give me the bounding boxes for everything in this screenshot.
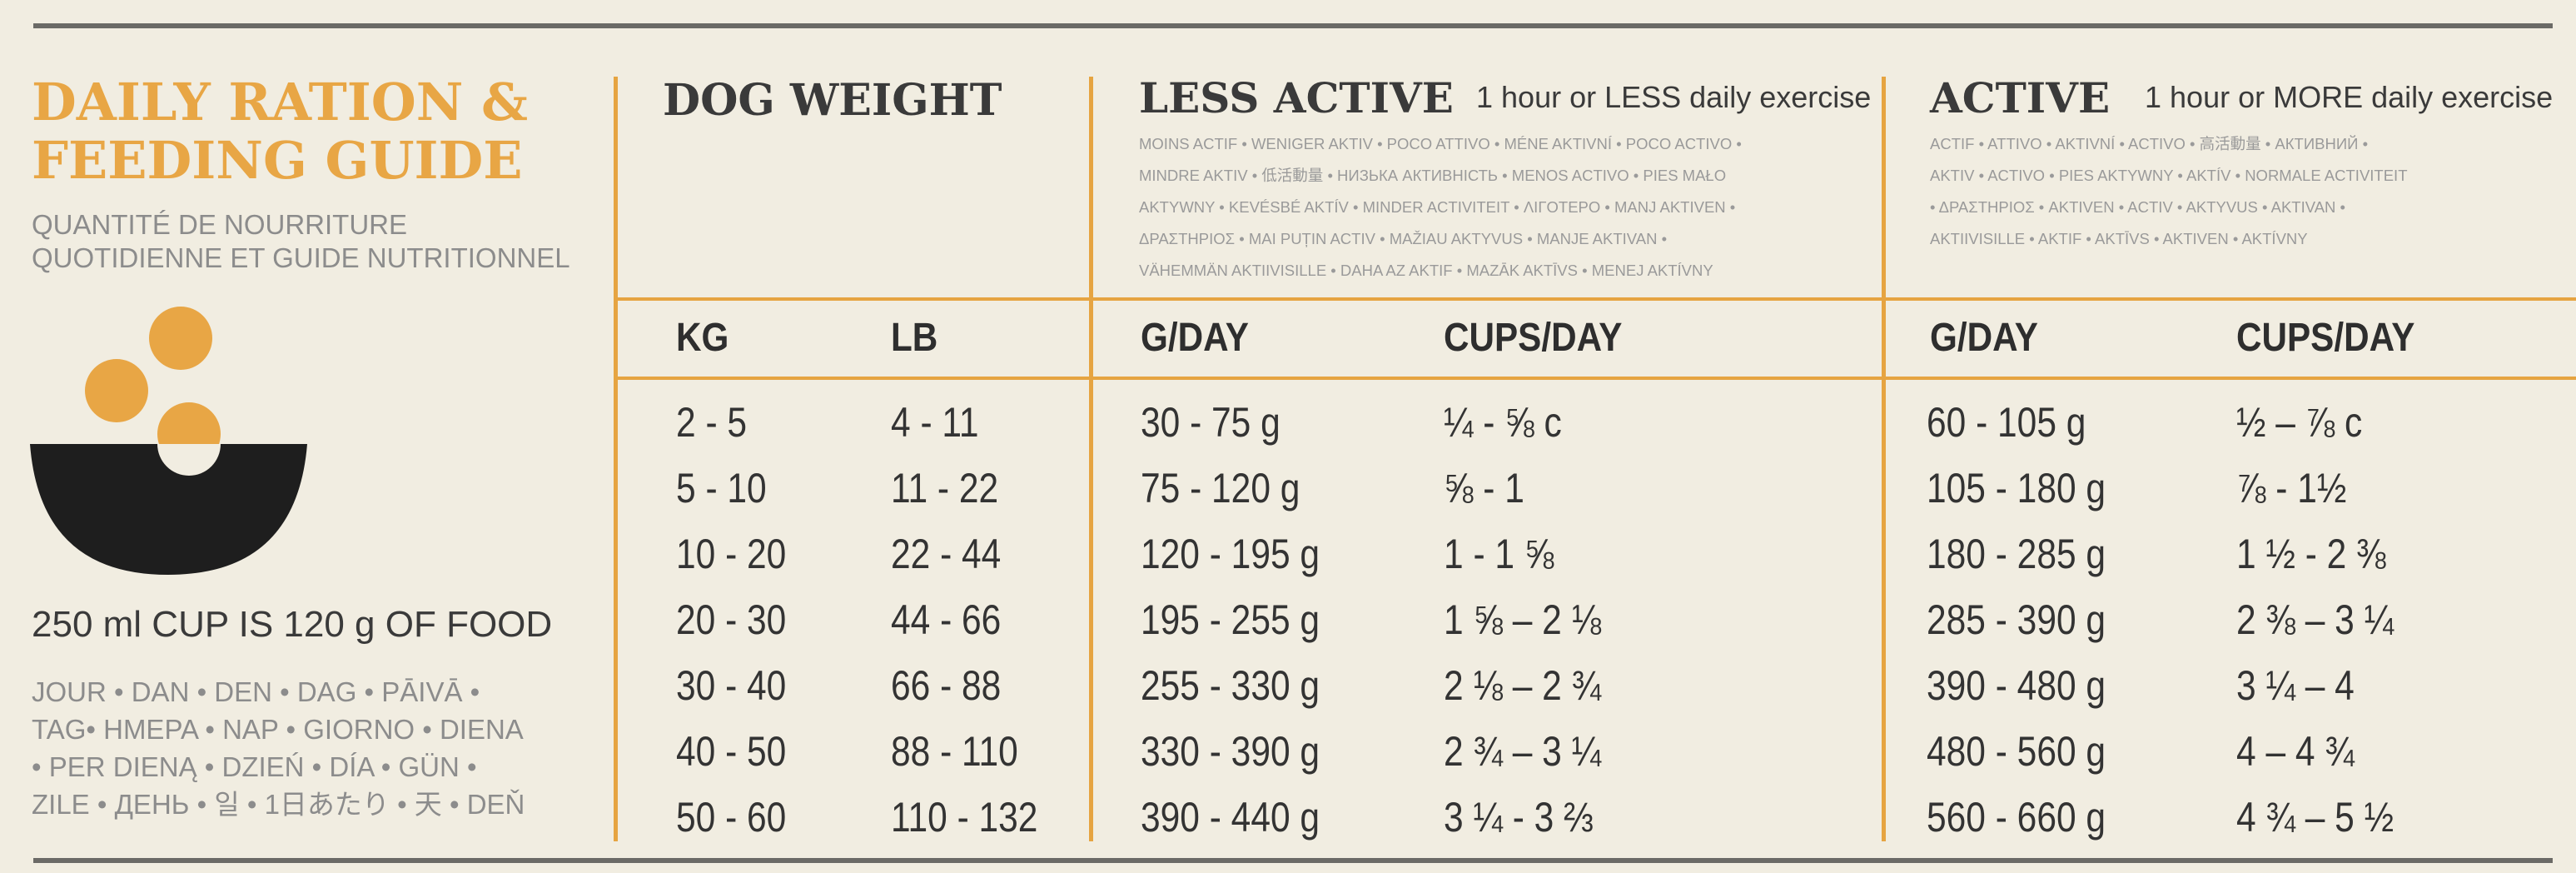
cell-less-cups: ⅝ - 1 [1444,465,1524,511]
cell-less-gday: 390 - 440 g [1141,794,1320,841]
food-bowl-icon [30,300,313,575]
cell-kg: 50 - 60 [676,794,787,841]
cell-active-cups: ½ – ⅞ c [2236,399,2363,446]
cell-lb: 110 - 132 [891,794,1038,841]
cell-less-cups: 2 ⅛ – 2 ¾ [1444,662,1602,709]
cell-active-cups: 2 ⅜ – 3 ¼ [2236,596,2394,643]
cell-less-cups: ¼ - ⅝ c [1444,399,1562,446]
cell-kg: 5 - 10 [676,465,767,511]
cell-kg: 10 - 20 [676,531,787,577]
cell-lb: 22 - 44 [891,531,1002,577]
col-header-less-cups: CUPS/DAY [1444,316,1623,360]
cell-lb: 44 - 66 [891,596,1002,643]
guide-subtitle-line2: QUOTIDIENNE ET GUIDE NUTRITIONNEL [32,242,570,273]
col-header-lb: LB [891,316,938,360]
less-active-heading: LESS ACTIVE [1139,73,1454,122]
cell-kg: 30 - 40 [676,662,787,709]
dog-weight-heading: DOG WEIGHT [663,75,1002,126]
cell-lb: 88 - 110 [891,728,1018,775]
cell-kg: 40 - 50 [676,728,787,775]
cell-kg: 2 - 5 [676,399,748,446]
cell-kg: 20 - 30 [676,596,787,643]
less-active-trans-line2: MINDRE AKTIV • 低活動量 • НИЗЬКА АКТИВНІСТЬ … [1139,167,1727,184]
header-rule-top [615,297,2576,301]
col-header-active-gday: G/DAY [1930,316,2038,360]
less-active-trans-line4: ΔΡΑΣΤΗΡΙΟΣ • MAI PUȚIN ACTIV • MAŽIAU AK… [1139,230,1668,247]
active-trans-line4: AKTIIVISILLE • AKTIF • AKTĪVS • AKTIVEN … [1930,230,2308,247]
header-rule-bottom [615,377,2576,380]
cell-less-gday: 75 - 120 g [1141,465,1300,511]
day-translations: JOUR • DAN • DEN • DAG • PĀIVĀ • TAG• HM… [32,673,606,823]
guide-title: DAILY RATION & FEEDING GUIDE [32,73,528,190]
active-translations: ACTIF • ATTIVO • AKTIVNÍ • ACTIVO • 高活動量… [1930,128,2563,255]
cell-less-gday: 330 - 390 g [1141,728,1320,775]
cell-lb: 66 - 88 [891,662,1002,709]
divider-left [614,77,618,841]
cell-less-cups: 1 - 1 ⅝ [1444,531,1554,577]
cell-less-gday: 120 - 195 g [1141,531,1320,577]
active-trans-line1: ACTIF • ATTIVO • AKTIVNÍ • ACTIVO • 高活動量… [1930,135,2369,152]
day-translations-line1: JOUR • DAN • DEN • DAG • PĀIVĀ • [32,676,480,707]
guide-subtitle-line1: QUANTITÉ DE NOURRITURE [32,209,408,240]
bottom-rule [33,858,2553,863]
active-trans-line2: AKTIV • ACTIVO • PIES AKTYWNY • AKTÍV • … [1930,167,2408,184]
cell-active-gday: 480 - 560 g [1927,728,2106,775]
cell-less-cups: 3 ¼ - 3 ⅔ [1444,794,1594,841]
cell-active-gday: 285 - 390 g [1927,596,2106,643]
active-description: 1 hour or MORE daily exercise [2145,80,2554,114]
day-translations-line3: • PER DIENĄ • DZIEŃ • DÍA • GÜN • [32,751,477,782]
cell-lb: 11 - 22 [891,465,999,511]
cell-less-cups: 1 ⅝ – 2 ⅛ [1444,596,1602,643]
col-header-kg: KG [676,316,729,360]
cell-active-gday: 560 - 660 g [1927,794,2106,841]
cell-lb: 4 - 11 [891,399,979,446]
cell-less-cups: 2 ¾ – 3 ¼ [1444,728,1602,775]
less-active-trans-line1: MOINS ACTIF • WENIGER AKTIV • POCO ATTIV… [1139,135,1742,152]
guide-title-line2: FEEDING GUIDE [32,130,523,191]
active-trans-line3: • ΔΡΑΣΤΗΡΙΟΣ • AKTIVEN • ACTIV • AKTYVUS… [1930,198,2346,216]
less-active-trans-line3: AKTYWNY • KEVÉSBÉ AKTÍV • MINDER ACTIVIT… [1139,198,1736,216]
cell-active-gday: 60 - 105 g [1927,399,2086,446]
guide-subtitle: QUANTITÉ DE NOURRITURE QUOTIDIENNE ET GU… [32,208,606,275]
cell-active-gday: 180 - 285 g [1927,531,2106,577]
less-active-description: 1 hour or LESS daily exercise [1476,80,1872,114]
cell-active-cups: 4 ¾ – 5 ½ [2236,794,2394,841]
cell-active-gday: 105 - 180 g [1927,465,2106,511]
col-header-active-cups: CUPS/DAY [2236,316,2415,360]
top-rule [33,23,2553,28]
cell-active-gday: 390 - 480 g [1927,662,2106,709]
divider-less [1882,77,1886,841]
less-active-translations: MOINS ACTIF • WENIGER AKTIV • POCO ATTIV… [1139,128,1872,287]
cell-active-cups: 4 – 4 ¾ [2236,728,2355,775]
cell-active-cups: ⅞ - 1½ [2236,465,2347,511]
active-heading: ACTIVE [1930,73,2111,122]
day-translations-line4: ZILE • ДЕНЬ • 일 • 1日あたり • 天 • DEŇ [32,789,525,820]
day-translations-line2: TAG• HMEPA • NAP • GIORNO • DIENA [32,714,524,745]
cell-less-gday: 255 - 330 g [1141,662,1320,709]
cell-less-gday: 30 - 75 g [1141,399,1281,446]
col-header-less-gday: G/DAY [1141,316,1249,360]
cell-active-cups: 3 ¼ – 4 [2236,662,2355,709]
less-active-trans-line5: VÄHEMMÄN AKTIIVISILLE • DAHA AZ AKTIF • … [1139,262,1713,279]
guide-title-line1: DAILY RATION & [32,72,528,132]
cup-conversion-note: 250 ml CUP IS 120 g OF FOOD [32,604,553,645]
cell-active-cups: 1 ½ - 2 ⅜ [2236,531,2386,577]
divider-weight [1089,77,1093,841]
cell-less-gday: 195 - 255 g [1141,596,1320,643]
